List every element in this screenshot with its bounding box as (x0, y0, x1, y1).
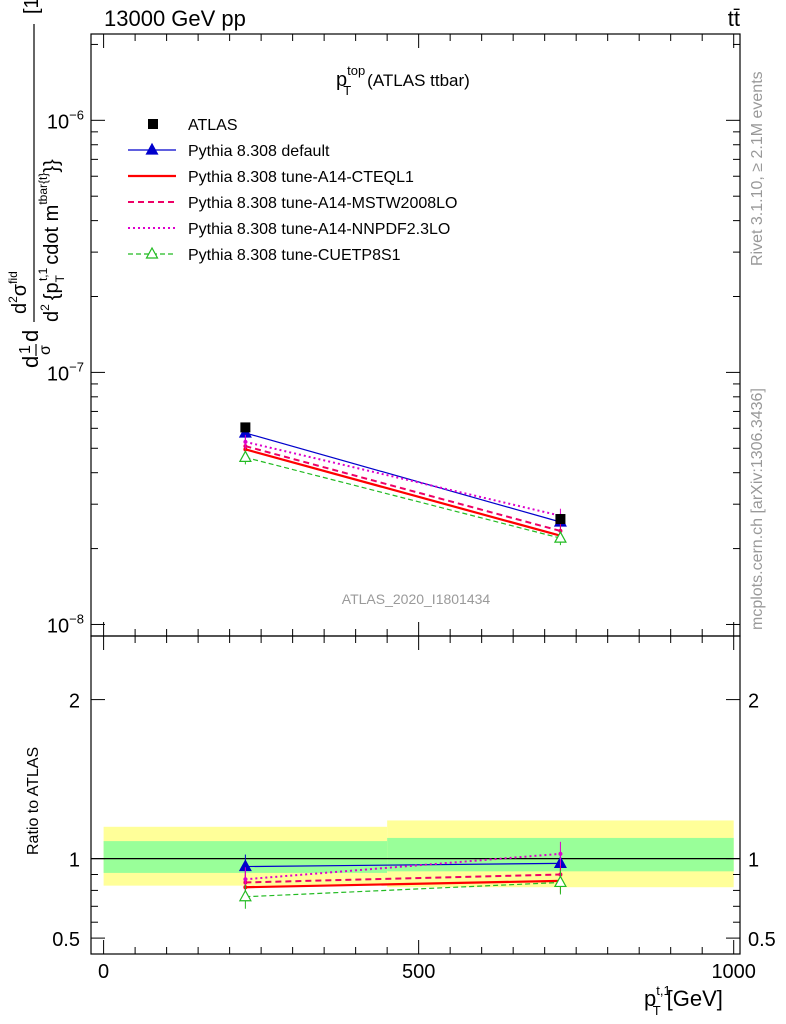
legend-label: Pythia 8.308 tune-A14-CTEQL1 (188, 169, 414, 186)
ylabel-d2: d (18, 330, 43, 342)
collision-label: 13000 GeV pp (104, 6, 246, 31)
x-axis-label: pt,1 T [GeV] (644, 983, 723, 1018)
ylabel-den-body-sub: T (53, 274, 67, 282)
ratio-y-tick-label-right: 2 (748, 691, 759, 713)
series-marker (553, 530, 567, 543)
ylabel-frac-den: σ (37, 345, 54, 355)
ratio-series-line-1 (245, 879, 561, 889)
xlabel-units: [GeV] (667, 986, 723, 1011)
x-tick-label: 0 (98, 961, 109, 983)
main-y-axis-label: d 1 σ d d2σfid d2{pTt,1cdot mtbar{t}}} [… (6, 0, 67, 368)
y-tick-base: 10 (47, 615, 69, 637)
ratio-y-tick-label-right: 1 (748, 850, 759, 872)
ratio-y-tick-label-left: 1 (69, 850, 80, 872)
ylabel-den-sup: 2 (38, 304, 52, 311)
y-tick-base: 10 (47, 111, 69, 133)
ylabel-den-body-sup: t,1 (36, 267, 50, 281)
legend-label: Pythia 8.308 default (188, 143, 330, 160)
y-tick-exp: −6 (69, 107, 84, 122)
main-plot-panel: 10−810−710−6 ptop T(ATLAS ttbar) ATLAS_20… (6, 0, 741, 637)
series-marker (238, 450, 252, 463)
legend-label: ATLAS (188, 117, 238, 134)
ylabel-den-mid: cdot m (41, 205, 63, 265)
ratio-marker (243, 877, 248, 882)
main-axis-ticks: 10−810−710−6 (47, 34, 740, 637)
ratio-series-line-0 (245, 862, 561, 868)
x-tick-label: 1000 (711, 961, 756, 983)
xlabel-p: p (644, 986, 656, 1011)
analysis-watermark: ATLAS_2020_I1801434 (342, 591, 491, 607)
plot-title-sub: T (343, 83, 351, 98)
xlabel-sub: T (653, 1003, 661, 1018)
y-tick-exp: −7 (69, 359, 84, 374)
series-line-0 (245, 432, 561, 523)
svg-text:[1/GeV2]: [1/GeV2] (18, 0, 43, 14)
ylabel-num-d: d (9, 303, 31, 314)
ylabel-den-d: d (41, 311, 63, 322)
legend-marker (145, 142, 159, 155)
svg-text:d2σfid: d2σfid (6, 271, 31, 314)
ylabel-units: [1/GeV (21, 0, 43, 14)
legend-label: Pythia 8.308 tune-CUETP8S1 (188, 247, 401, 264)
ylabel-num-sigma-sup: fid (6, 271, 20, 284)
legend-label: Pythia 8.308 tune-A14-MSTW2008LO (188, 195, 457, 212)
process-label: tt̄ (728, 6, 740, 31)
ratio-y-tick-label-right: 0.5 (748, 929, 776, 951)
rivet-version-label: Rivet 3.1.10, ≥ 2.1M events (749, 71, 766, 266)
ylabel-num-sup: 2 (6, 296, 20, 303)
x-tick-label: 500 (402, 961, 435, 983)
ratio-series-lines (238, 841, 567, 909)
y-tick-base: 10 (47, 363, 69, 385)
ylabel-frac-num: 1 (17, 345, 34, 354)
series-line-4 (245, 456, 561, 539)
svg-text:d: d (18, 356, 43, 368)
plot-title-p: p (336, 69, 347, 91)
ratio-series-line-2 (245, 873, 561, 884)
ratio-y-axis-label: Ratio to ATLAS (25, 747, 42, 855)
xlabel-sup: t,1 (656, 983, 670, 998)
series-line-2 (245, 445, 561, 532)
plot-title-sup: top (347, 63, 365, 78)
legend: ATLAS Pythia 8.308 default Pythia 8.308 tu… (128, 117, 457, 264)
ratio-marker (238, 889, 252, 902)
atlas-data-point (555, 514, 566, 525)
ylabel-den-mid-sup: tbar{t} (36, 173, 50, 205)
ratio-plot-panel: 0.5 0.5 1 1 2 2 0 500 1000 Ratio to ATLAS pt,1 T [… (25, 635, 776, 1018)
main-series-lines (238, 422, 567, 546)
ratio-plot-frame (90, 635, 741, 955)
plot-title-tail: (ATLAS ttbar) (367, 71, 470, 90)
ylabel-num-sigma: σ (9, 283, 31, 296)
ratio-series-line-4 (245, 881, 561, 898)
ratio-axis-ticks: 0.5 0.5 1 1 2 2 0 500 1000 (52, 636, 776, 983)
ratio-y-tick-label-left: 2 (69, 691, 80, 713)
mcplots-label: mcplots.cern.ch [arXiv:1306.3436] (749, 388, 766, 630)
svg-text:d2{pTt,1cdot mtbar{t}}}: d2 {pTt,1 cdot mtbar{t}}} (36, 159, 67, 322)
ratio-y-tick-label-left: 0.5 (52, 929, 80, 951)
series-marker (243, 439, 248, 444)
y-tick-label: 10−6 (47, 107, 84, 133)
y-tick-label: 10−7 (47, 359, 84, 385)
ratio-marker (558, 851, 563, 856)
y-tick-label: 10−8 (47, 611, 84, 637)
ylabel-d1: d (18, 356, 43, 368)
ylabel-den-body: {p (41, 282, 63, 300)
series-line-1 (245, 448, 561, 537)
legend-marker (145, 246, 159, 259)
legend-label: Pythia 8.308 tune-A14-NNPDF2.3LO (188, 221, 450, 238)
atlas-data-point (240, 422, 251, 433)
series-line-3 (245, 440, 561, 517)
plot-title: ptop T (ATLAS ttbar) (336, 63, 470, 98)
y-tick-exp: −8 (69, 611, 84, 626)
ylabel-den-tail: }} (41, 159, 63, 173)
legend-marker-data (148, 119, 158, 129)
ratio-marker (553, 875, 567, 888)
